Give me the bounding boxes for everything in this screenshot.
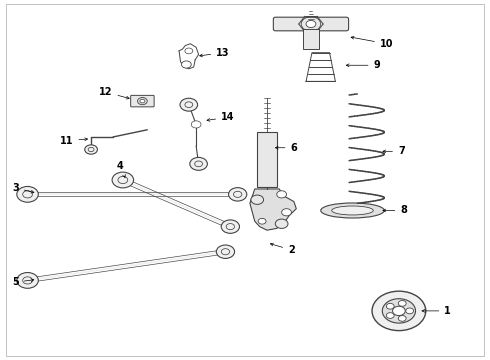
FancyBboxPatch shape bbox=[273, 17, 348, 31]
Text: 1: 1 bbox=[422, 306, 451, 316]
Circle shape bbox=[85, 145, 98, 154]
Circle shape bbox=[17, 186, 38, 202]
Circle shape bbox=[282, 209, 292, 216]
Circle shape bbox=[382, 299, 416, 323]
Ellipse shape bbox=[332, 206, 373, 215]
Circle shape bbox=[180, 98, 197, 111]
Circle shape bbox=[221, 220, 240, 233]
Circle shape bbox=[386, 303, 394, 309]
Bar bbox=[257, 132, 277, 187]
Circle shape bbox=[191, 121, 201, 128]
Polygon shape bbox=[250, 189, 296, 230]
Circle shape bbox=[258, 219, 266, 224]
Ellipse shape bbox=[321, 203, 384, 218]
Text: 10: 10 bbox=[351, 36, 393, 49]
Circle shape bbox=[372, 291, 426, 330]
Circle shape bbox=[306, 21, 316, 28]
Circle shape bbox=[216, 245, 235, 258]
Text: 3: 3 bbox=[12, 183, 34, 193]
Circle shape bbox=[275, 219, 288, 228]
Circle shape bbox=[140, 99, 145, 103]
Circle shape bbox=[138, 98, 147, 105]
Circle shape bbox=[277, 191, 287, 198]
Text: 11: 11 bbox=[60, 136, 88, 145]
Text: 14: 14 bbox=[207, 112, 235, 122]
Text: 8: 8 bbox=[383, 206, 407, 216]
Text: 12: 12 bbox=[99, 87, 129, 99]
Text: 9: 9 bbox=[346, 60, 380, 70]
Text: 2: 2 bbox=[270, 243, 295, 255]
Circle shape bbox=[17, 273, 38, 288]
Text: 13: 13 bbox=[199, 48, 230, 58]
Circle shape bbox=[251, 195, 264, 204]
Circle shape bbox=[112, 172, 134, 188]
Circle shape bbox=[185, 48, 193, 54]
Circle shape bbox=[190, 157, 207, 170]
Text: 5: 5 bbox=[12, 277, 34, 287]
Text: 7: 7 bbox=[383, 146, 405, 156]
Circle shape bbox=[228, 188, 247, 201]
Circle shape bbox=[398, 301, 406, 306]
Circle shape bbox=[406, 308, 414, 314]
Bar bbox=[303, 29, 319, 49]
FancyBboxPatch shape bbox=[131, 95, 154, 107]
Circle shape bbox=[181, 61, 191, 68]
Text: 4: 4 bbox=[117, 161, 125, 177]
Circle shape bbox=[392, 306, 405, 316]
Circle shape bbox=[386, 313, 394, 318]
Circle shape bbox=[398, 315, 406, 321]
Text: 6: 6 bbox=[275, 143, 297, 153]
